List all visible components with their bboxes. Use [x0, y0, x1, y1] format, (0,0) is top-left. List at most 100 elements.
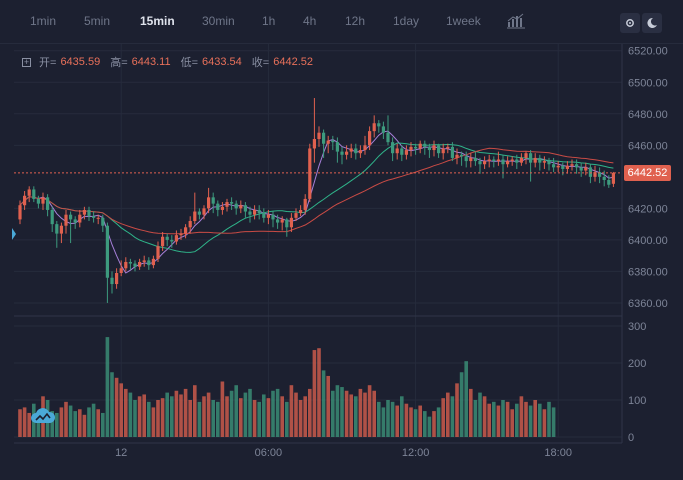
time-tick-label: 18:00 [544, 447, 572, 459]
candle-body [340, 151, 344, 155]
candle-body [142, 260, 146, 262]
candle-body [529, 153, 533, 163]
candle-body [565, 165, 569, 169]
volume-bar [455, 383, 459, 437]
candle-body [239, 205, 243, 209]
low-value: 6433.54 [202, 56, 242, 68]
candle-body [179, 233, 183, 236]
volume-bar [87, 407, 91, 437]
volume-bar [55, 412, 59, 437]
price-tick-label: 6360.00 [628, 298, 668, 310]
interval-tab-1min[interactable]: 1min [30, 14, 57, 28]
volume-bar [119, 383, 123, 437]
candle-body [455, 154, 459, 158]
candle-body [561, 165, 565, 169]
volume-tick-label: 100 [628, 395, 646, 407]
candle-body [32, 189, 36, 199]
interval-tab-1day[interactable]: 1day [393, 14, 420, 28]
volume-bar [147, 401, 151, 437]
ma20-line [19, 142, 614, 253]
candle-body [230, 202, 234, 204]
volume-bar [524, 401, 528, 437]
volume-bar [110, 372, 114, 437]
volume-bar [262, 394, 266, 437]
interval-tab-4h[interactable]: 4h [303, 14, 317, 28]
volume-bar [234, 385, 238, 437]
volume-bar [496, 405, 501, 437]
candle-body [202, 208, 206, 215]
candle-body [308, 148, 312, 199]
candle-body [368, 131, 372, 146]
volume-bar [528, 405, 533, 437]
interval-tab-5min[interactable]: 5min [84, 14, 111, 28]
volume-bar [285, 401, 289, 437]
volume-bar [386, 400, 390, 437]
volume-bar [432, 411, 436, 437]
candle-body [78, 214, 82, 223]
candle-body [473, 157, 477, 162]
candle-body [36, 198, 40, 204]
volume-bar [266, 398, 271, 437]
volume-bar [193, 385, 197, 437]
candle-chart-icon[interactable] [506, 13, 526, 34]
interval-tab-1h[interactable]: 1h [262, 14, 276, 28]
volume-bar [197, 401, 202, 437]
volume-bar [101, 412, 105, 437]
candle-body [441, 148, 445, 154]
candle-body [519, 157, 523, 163]
chart-area[interactable]: 6520.00 6500.00 6480.00 6460.00 6420.00 6400.… [0, 44, 683, 475]
candle-body [147, 260, 151, 266]
candle-body [602, 176, 606, 180]
collapse-legend-icon[interactable]: + [22, 56, 31, 67]
candle-body [381, 126, 385, 133]
candle-body [101, 217, 105, 226]
moon-icon[interactable] [642, 13, 662, 33]
interval-tab-30min[interactable]: 30min [202, 14, 235, 28]
volume-bar [478, 392, 482, 437]
volume-bar [225, 396, 229, 437]
high-value: 6443.11 [131, 56, 171, 68]
high-label: 高= [110, 57, 128, 69]
price-tick-label: 6500.00 [628, 77, 668, 89]
candle-body [184, 227, 188, 234]
candle-body [156, 246, 160, 259]
candle-body [418, 143, 422, 149]
interval-tab-12h[interactable]: 12h [345, 14, 366, 28]
candle-body [524, 153, 528, 158]
volume-bar [404, 403, 409, 437]
interval-tab-1week[interactable]: 1week [446, 14, 481, 28]
candle-body [220, 206, 224, 210]
gear-icon[interactable] [620, 13, 640, 33]
candle-body [64, 214, 68, 226]
volume-bar [68, 405, 73, 437]
volume-bar [294, 392, 298, 437]
close-label: 收= [251, 57, 270, 69]
volume-bar [280, 396, 284, 437]
candle-body [294, 213, 298, 218]
candle-body [128, 261, 132, 264]
candle-body [579, 167, 583, 171]
volume-bar [91, 403, 96, 437]
candle-body [96, 217, 100, 219]
candle-body [331, 140, 335, 143]
candle-body [225, 202, 229, 207]
candle-body [110, 277, 114, 285]
volume-bar [156, 400, 160, 437]
candle-body [542, 161, 546, 163]
candle-body [354, 148, 358, 154]
volume-bar [96, 409, 100, 437]
volume-bar [50, 411, 54, 437]
volume-bar [59, 407, 64, 437]
candle-body [207, 197, 211, 209]
candle-body [552, 164, 556, 168]
toolbar: 1min 5min 15min 30min 1h 4h 12h 1day 1week [0, 0, 683, 44]
candle-body [326, 140, 330, 144]
volume-bar [243, 392, 248, 437]
candlestick-chart[interactable]: 6520.00 6500.00 6480.00 6460.00 6420.00 6400.… [0, 44, 683, 475]
volume-bar [538, 403, 542, 437]
interval-tab-15min[interactable]: 15min [140, 14, 175, 28]
candle-body [400, 148, 404, 155]
volume-bar [358, 388, 363, 437]
volume-bar [137, 396, 142, 437]
volume-bar [335, 385, 340, 437]
